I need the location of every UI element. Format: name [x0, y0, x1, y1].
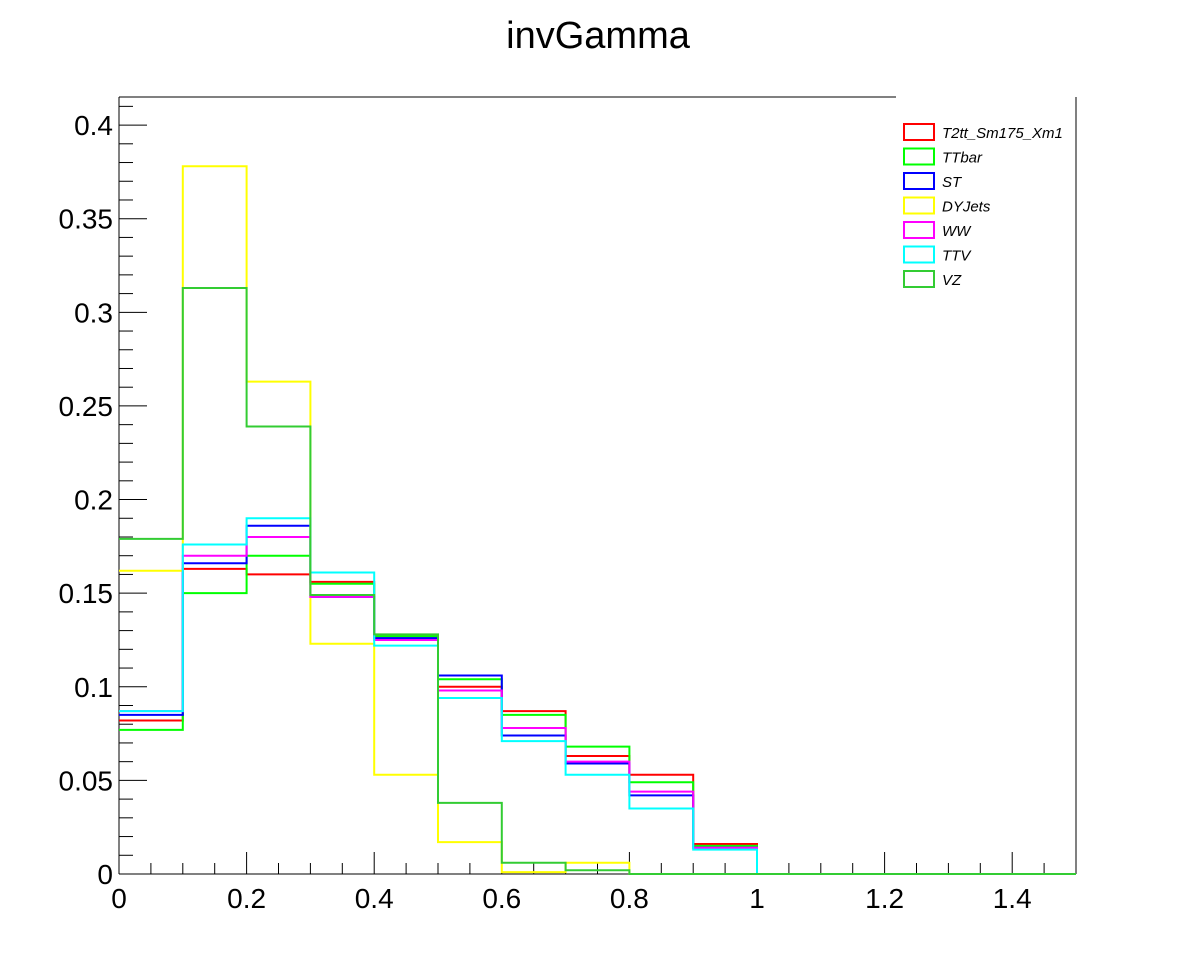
y-tick-label: 0.35 [59, 204, 114, 235]
legend-label: VZ [942, 272, 962, 289]
series-line-t2tt-sm175-xm1 [119, 567, 1076, 875]
y-tick-label: 0.05 [59, 765, 114, 796]
series-line-ttv [119, 517, 1076, 875]
legend-label: TTbar [942, 150, 983, 167]
series-line-st [119, 524, 1076, 875]
x-tick-label: 0.6 [482, 883, 521, 914]
y-tick-label: 0.3 [74, 297, 113, 328]
x-tick-label: 1.4 [993, 883, 1032, 914]
y-tick-label: 0.25 [59, 391, 114, 422]
legend-swatch [903, 196, 935, 215]
x-tick-label: 1.2 [865, 883, 904, 914]
legend-swatch [903, 221, 935, 239]
legend-swatch [903, 245, 935, 264]
legend-label: WW [942, 223, 972, 240]
x-axis-tick-labels: 0 0.2 0.4 0.6 0.8 1 1.2 1.4 [111, 883, 1031, 914]
y-tick-label: 0 [97, 859, 113, 890]
legend-label: DYJets [942, 199, 991, 216]
series-line-vz [119, 286, 1076, 875]
legend-swatch [903, 270, 935, 288]
y-tick-label: 0.15 [59, 578, 114, 609]
legend-swatch [903, 172, 935, 190]
legend-label: ST [942, 174, 963, 191]
legend-label: TTV [942, 248, 972, 265]
y-axis-ticks [119, 105, 147, 875]
legend: T2tt_Sm175_Xm1 TTbar ST DYJets WW TTV VZ [903, 123, 1063, 289]
x-tick-label: 1 [749, 883, 765, 914]
y-tick-label: 0.2 [74, 485, 113, 516]
y-tick-label: 0.1 [74, 672, 113, 703]
legend-swatch [903, 123, 935, 141]
x-tick-label: 0 [111, 883, 127, 914]
series-line-ww [119, 535, 1076, 875]
histogram-series [119, 165, 1076, 875]
series-line-dyjets [119, 165, 1076, 875]
chart-title: invGamma [506, 15, 691, 57]
x-tick-label: 0.4 [355, 883, 394, 914]
series-line-ttbar [119, 554, 1076, 875]
legend-label: T2tt_Sm175_Xm1 [942, 125, 1063, 142]
x-tick-label: 0.8 [610, 883, 649, 914]
legend-swatch [903, 147, 935, 166]
y-axis-tick-labels: 0 0.05 0.1 0.15 0.2 0.25 0.3 0.35 0.4 [59, 110, 114, 890]
x-tick-label: 0.2 [227, 883, 266, 914]
y-tick-label: 0.4 [74, 110, 113, 141]
